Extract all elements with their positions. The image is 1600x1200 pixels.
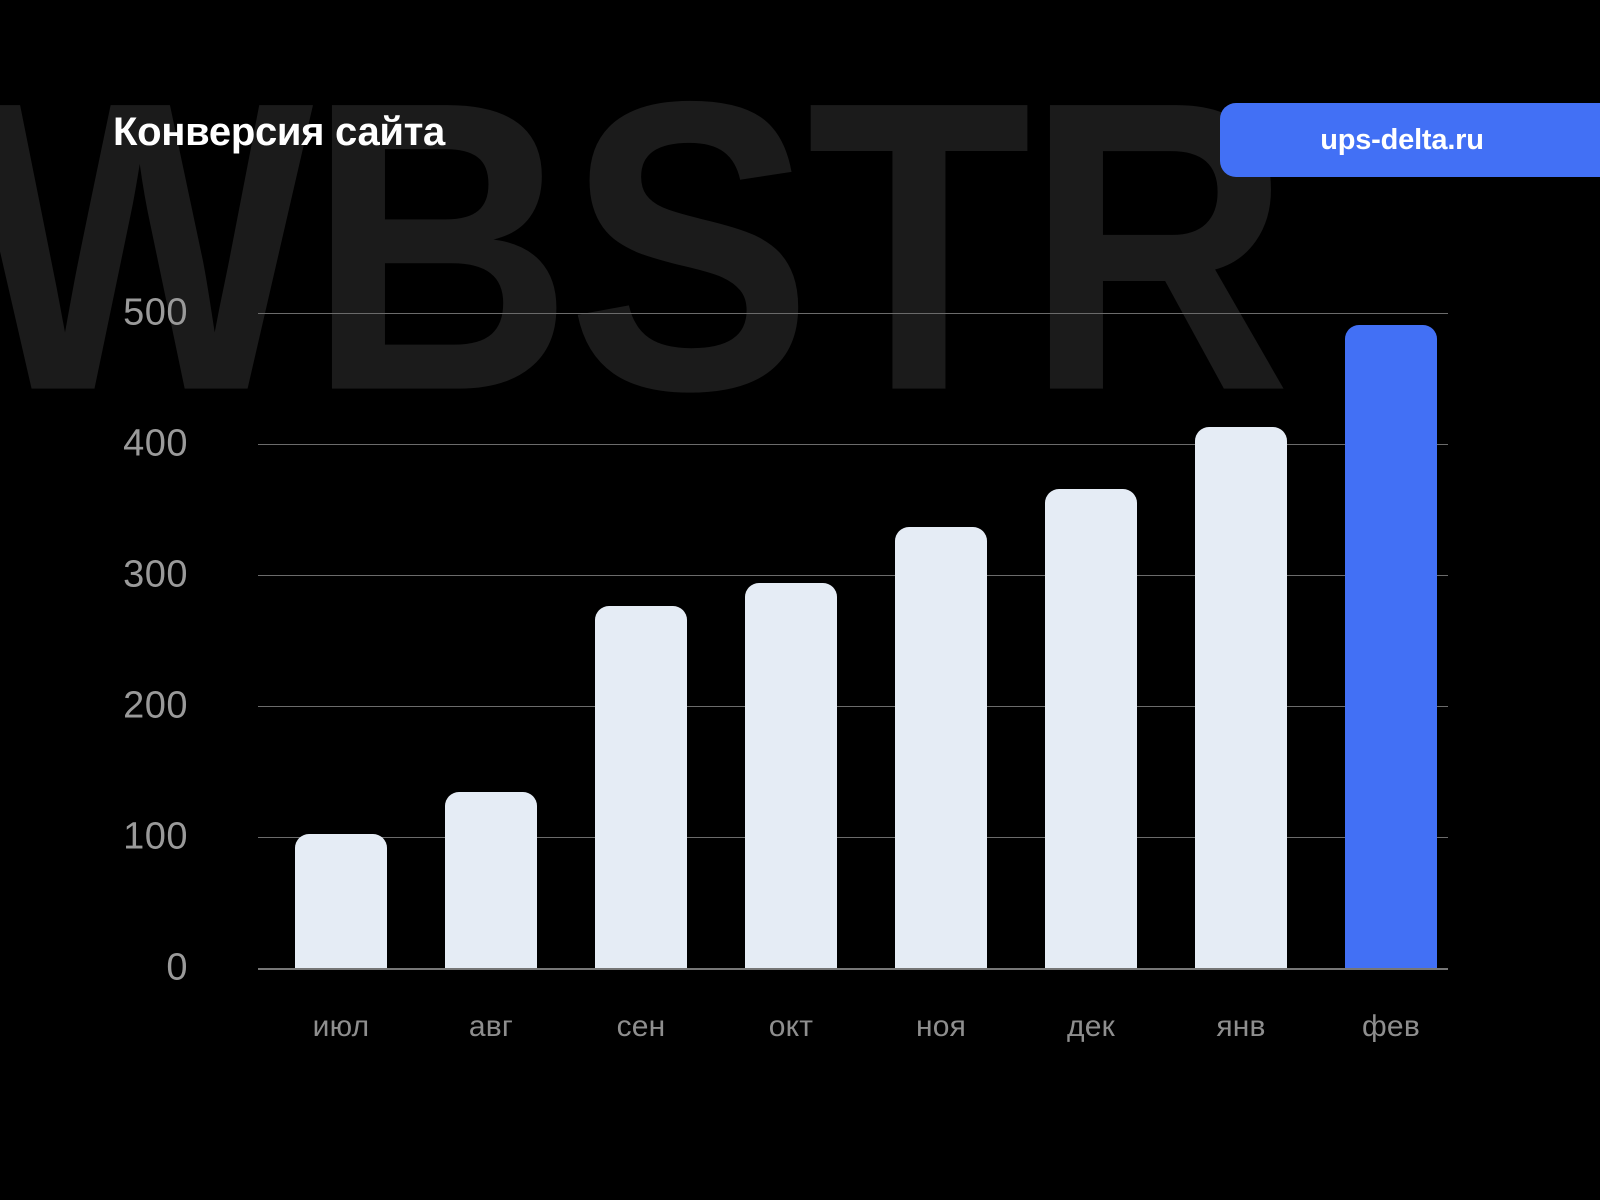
y-axis-tick-label: 400 <box>123 422 188 465</box>
y-axis-tick-label: 300 <box>123 553 188 596</box>
gridline-0 <box>258 968 1448 970</box>
x-axis-tick-label: ноя <box>915 1010 967 1043</box>
x-axis-tick-label: авг <box>468 1010 514 1043</box>
gridline-100 <box>258 837 1448 838</box>
bar-дек[interactable] <box>1045 488 1137 968</box>
gridline-500 <box>258 313 1448 314</box>
page-title: Конверсия сайта <box>113 110 445 154</box>
x-axis-tick-label: дек <box>1067 1010 1115 1043</box>
y-axis-tick-label: 100 <box>123 815 188 858</box>
bar-фев[interactable] <box>1345 324 1437 968</box>
bar-янв[interactable] <box>1195 426 1287 968</box>
bar-окт[interactable] <box>745 582 837 968</box>
site-badge-label: ups-delta.ru <box>1320 123 1484 156</box>
x-axis-tick-label: окт <box>768 1010 814 1043</box>
gridline-400 <box>258 444 1448 445</box>
gridline-200 <box>258 706 1448 707</box>
x-axis-tick-label: июл <box>312 1010 370 1043</box>
y-axis-tick-label: 0 <box>166 946 188 989</box>
bar-ноя[interactable] <box>895 526 987 968</box>
bar-сен[interactable] <box>595 606 687 968</box>
bar-июл[interactable] <box>295 834 387 968</box>
site-badge[interactable]: ups-delta.ru <box>1220 103 1600 177</box>
bar-авг[interactable] <box>445 792 537 968</box>
x-axis-tick-label: фев <box>1362 1010 1420 1043</box>
gridline-300 <box>258 575 1448 576</box>
background-watermark: WBSTR <box>0 15 1291 477</box>
y-axis-tick-label: 500 <box>123 291 188 334</box>
y-axis-tick-label: 200 <box>123 684 188 727</box>
x-axis-tick-label: сен <box>616 1010 666 1043</box>
x-axis-tick-label: янв <box>1216 1010 1266 1043</box>
